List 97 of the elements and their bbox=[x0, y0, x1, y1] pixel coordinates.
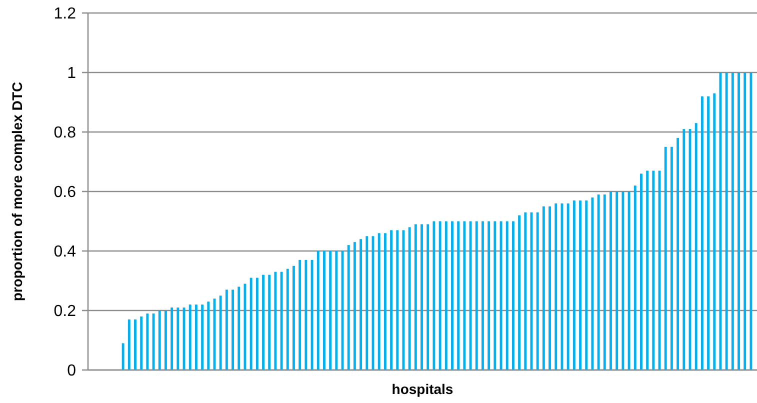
bar bbox=[188, 304, 192, 370]
bar bbox=[652, 170, 655, 370]
bar bbox=[194, 304, 198, 370]
bar bbox=[640, 174, 642, 370]
bar bbox=[176, 308, 180, 370]
bar bbox=[634, 186, 636, 370]
x-axis-title: hospitals bbox=[392, 381, 454, 397]
bar bbox=[238, 286, 240, 370]
bar bbox=[304, 260, 308, 370]
bar bbox=[408, 227, 411, 370]
bar bbox=[280, 272, 283, 370]
bar bbox=[347, 245, 350, 370]
bar bbox=[232, 290, 234, 370]
y-tick-label: 0.2 bbox=[54, 303, 76, 320]
bar bbox=[488, 221, 490, 370]
bar bbox=[329, 251, 332, 370]
bar bbox=[250, 278, 252, 370]
bar bbox=[750, 72, 752, 370]
bar bbox=[219, 296, 222, 370]
bar bbox=[610, 192, 612, 370]
bar bbox=[554, 203, 558, 370]
bar bbox=[256, 278, 258, 370]
bar bbox=[457, 221, 460, 370]
bar bbox=[384, 233, 386, 370]
y-tick-label: 0.4 bbox=[54, 244, 76, 261]
bar bbox=[566, 203, 570, 370]
bar bbox=[512, 221, 514, 370]
bar bbox=[506, 221, 508, 370]
bar bbox=[603, 194, 606, 370]
bar bbox=[274, 272, 277, 370]
bar bbox=[676, 138, 680, 370]
y-tick-label: 0.6 bbox=[54, 184, 76, 202]
bar bbox=[360, 239, 362, 370]
bar bbox=[548, 206, 551, 370]
bar bbox=[426, 224, 430, 370]
bar bbox=[292, 266, 295, 370]
bar bbox=[225, 290, 228, 370]
bar bbox=[670, 146, 673, 370]
bar bbox=[390, 230, 392, 370]
y-tick-label: 0 bbox=[67, 362, 76, 380]
bar bbox=[616, 192, 618, 370]
bar bbox=[158, 310, 161, 370]
bar bbox=[140, 316, 143, 370]
bar bbox=[286, 268, 289, 370]
bar bbox=[664, 146, 667, 370]
bar bbox=[353, 242, 356, 370]
bar bbox=[700, 96, 704, 370]
bar bbox=[438, 221, 442, 370]
bar bbox=[396, 230, 399, 370]
bar bbox=[585, 200, 588, 370]
bar bbox=[725, 72, 728, 370]
bar bbox=[572, 200, 576, 370]
bar bbox=[524, 212, 527, 370]
bar bbox=[622, 192, 624, 370]
bar bbox=[579, 200, 582, 370]
bar bbox=[475, 221, 478, 370]
bar bbox=[536, 212, 539, 370]
bar bbox=[738, 72, 740, 370]
y-tick-label: 1 bbox=[67, 65, 76, 82]
bar bbox=[164, 310, 167, 370]
bar bbox=[451, 221, 454, 370]
bar bbox=[463, 221, 466, 370]
bar bbox=[128, 319, 130, 370]
y-axis-title: proportion of more complex DTC bbox=[9, 82, 25, 302]
bar bbox=[316, 251, 320, 370]
bar bbox=[744, 72, 746, 370]
y-tick-label: 0.8 bbox=[54, 124, 76, 142]
bar bbox=[597, 194, 600, 370]
bar bbox=[262, 274, 264, 370]
y-tick-label: 1.2 bbox=[54, 6, 76, 23]
bar bbox=[494, 221, 496, 370]
bar bbox=[122, 343, 124, 370]
bar bbox=[694, 123, 698, 370]
bar bbox=[420, 224, 423, 370]
bar bbox=[146, 313, 149, 370]
bar bbox=[591, 197, 594, 370]
bar bbox=[366, 236, 368, 370]
bar bbox=[414, 224, 417, 370]
bar bbox=[713, 93, 716, 370]
bar bbox=[682, 129, 686, 370]
bar bbox=[335, 251, 338, 370]
bar bbox=[134, 319, 136, 370]
bar bbox=[646, 170, 649, 370]
bar bbox=[518, 215, 521, 370]
bar bbox=[378, 233, 380, 370]
bar bbox=[731, 72, 734, 370]
bar bbox=[444, 221, 448, 370]
bar bbox=[170, 308, 174, 370]
bar bbox=[323, 251, 326, 370]
bar bbox=[201, 304, 204, 370]
bar bbox=[542, 206, 545, 370]
bar bbox=[298, 260, 302, 370]
bar bbox=[432, 221, 436, 370]
bar bbox=[207, 302, 210, 370]
bar bbox=[482, 221, 484, 370]
bar bbox=[268, 274, 271, 370]
bar bbox=[707, 96, 710, 370]
